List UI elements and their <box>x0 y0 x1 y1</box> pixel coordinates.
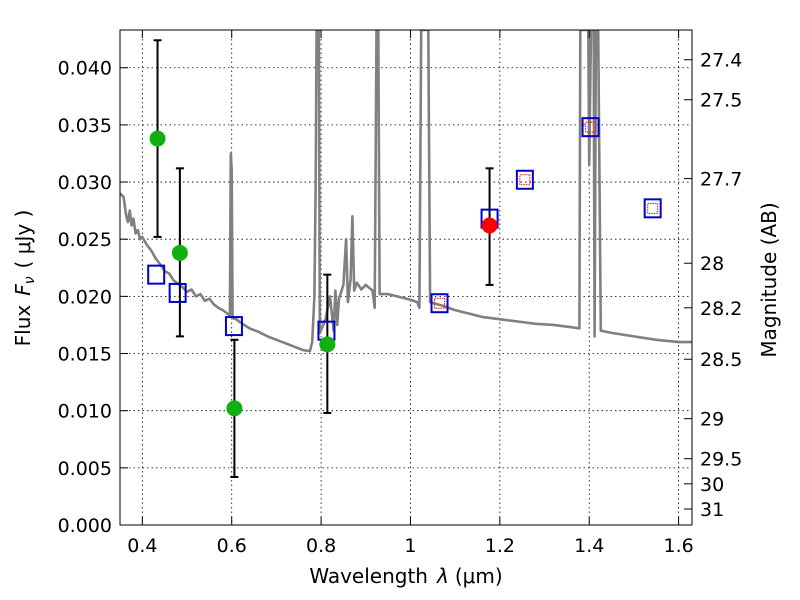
detection-point <box>319 336 336 353</box>
model-flux-box <box>643 198 662 219</box>
y-tick-label: 0.005 <box>58 458 112 480</box>
model-flux-box <box>224 316 243 337</box>
plot-frame <box>119 29 693 526</box>
detection-point <box>171 244 188 261</box>
ticks: 0.4 0.6 0.8 1 1.2 1.4 1.6 0.000 0.005 0.010 0.015 0… <box>58 30 742 557</box>
model-flux-inner-box <box>585 121 597 133</box>
y-tick-label: 0.035 <box>58 115 112 137</box>
y2-tick-label: 28 <box>700 253 724 275</box>
grid <box>120 30 692 526</box>
y-tick-label: 0.015 <box>58 344 112 366</box>
detection-point <box>149 130 166 147</box>
y-tick-label: 0.040 <box>58 58 112 80</box>
y2-tick-label: 30 <box>700 474 724 496</box>
x-tick-label: 1.2 <box>485 535 515 557</box>
y-tick-label: 0.010 <box>58 401 112 423</box>
x-tick-label: 0.4 <box>127 535 157 557</box>
y-tick-label: 0.030 <box>58 172 112 194</box>
model-flux-box <box>147 264 166 285</box>
model-flux-inner-box <box>647 202 659 214</box>
highlight-point <box>481 217 498 234</box>
model-flux-box <box>168 282 187 303</box>
detection-point <box>226 400 243 417</box>
model-flux-box <box>430 293 449 314</box>
plot-area <box>120 30 692 353</box>
y-tick-label: 0.000 <box>58 515 112 537</box>
y2-tick-label: 27.4 <box>700 50 742 72</box>
x-tick-label: 1.6 <box>663 535 693 557</box>
y2-tick-label: 28.2 <box>700 298 742 320</box>
x-axis-title: Wavelength λ (μm) <box>309 564 502 588</box>
y2-axis-title: Magnitude (AB) <box>757 202 781 357</box>
y2-tick-label: 27.7 <box>700 169 742 191</box>
y-tick-label: 0.020 <box>58 286 112 308</box>
model-flux-box <box>581 117 600 138</box>
y-axis-title: FluxFν( μJy ) <box>11 210 38 347</box>
x-tick-label: 1 <box>404 535 416 557</box>
y2-tick-label: 29 <box>700 409 724 431</box>
model-flux-inner-box <box>519 174 531 186</box>
x-tick-label: 0.6 <box>217 535 247 557</box>
y-tick-label: 0.025 <box>58 229 112 251</box>
y2-tick-label: 27.5 <box>700 90 742 112</box>
y2-tick-label: 29.5 <box>700 449 742 471</box>
model-flux-box <box>515 169 534 190</box>
markers <box>147 39 662 478</box>
y2-tick-label: 31 <box>700 499 724 521</box>
template-spectrum-line <box>120 30 692 353</box>
model-flux-inner-box <box>434 297 446 309</box>
x-tick-label: 1.4 <box>574 535 604 557</box>
x-tick-label: 0.8 <box>306 535 336 557</box>
y2-tick-label: 28.5 <box>700 349 742 371</box>
